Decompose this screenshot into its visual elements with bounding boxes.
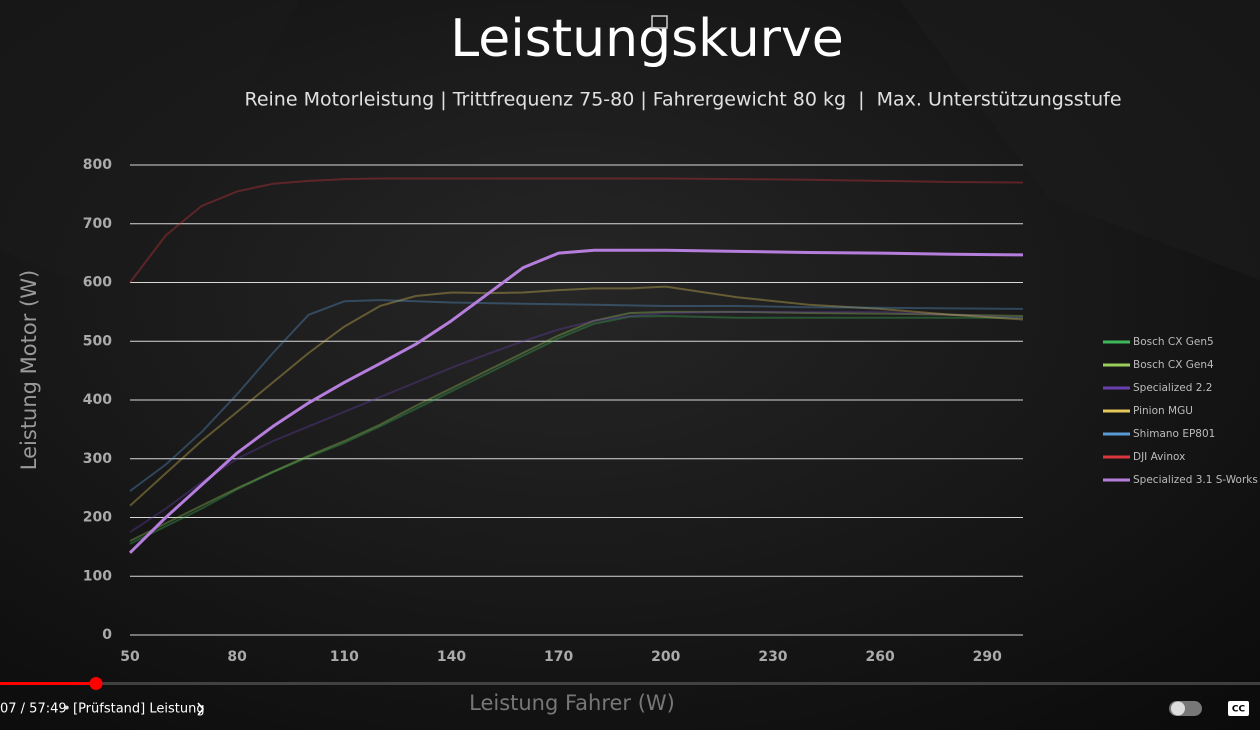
series-line (129, 310, 1024, 542)
y-tick-label: 400 (83, 392, 112, 408)
chapter-title[interactable]: [Prüfstand] Leistung (73, 702, 205, 717)
time-display: 07 / 57:49 (0, 702, 67, 717)
bg-shape (900, 0, 1260, 280)
x-tick-label: 290 (973, 649, 1002, 665)
x-axis-label: Leistung Fahrer (W) (469, 691, 675, 715)
y-tick-label: 800 (83, 157, 112, 173)
x-tick-label: 140 (437, 649, 466, 665)
progress-track[interactable] (0, 682, 1260, 685)
legend-label: Specialized 3.1 S-Works (1133, 474, 1258, 486)
x-tick-label: 80 (227, 649, 247, 665)
legend: Bosch CX Gen5 Bosch CX Gen4 Specialized 2.… (1103, 336, 1258, 486)
progress-handle[interactable] (89, 677, 103, 690)
y-tick-label: 700 (83, 216, 112, 232)
separator: • (63, 702, 71, 717)
series-line (129, 177, 1024, 284)
legend-label: Shimano EP801 (1133, 428, 1215, 440)
x-tick-label: 260 (866, 649, 895, 665)
chapter-arrow[interactable] (197, 702, 205, 716)
series-line (129, 315, 1023, 545)
x-tick-label: 50 (120, 649, 140, 665)
autoplay-knob (1171, 701, 1185, 716)
y-tick-label: 600 (83, 275, 112, 291)
y-tick-label: 0 (102, 627, 112, 643)
progress-played (0, 682, 96, 685)
x-tick-label: 200 (651, 649, 680, 665)
y-tick-label: 300 (83, 451, 112, 467)
x-tick-label: 110 (330, 649, 359, 665)
series-line (129, 299, 1024, 492)
bg-shape (0, 0, 300, 300)
x-tick-label: 230 (758, 649, 787, 665)
y-tick-label: 100 (83, 568, 112, 584)
captions-icon: CC (1232, 705, 1246, 715)
x-tick-label: 170 (544, 649, 573, 665)
miniplayer-icon[interactable] (651, 15, 668, 29)
chart-title: Leistungskurve (450, 9, 844, 69)
y-tick-label: 500 (83, 333, 112, 349)
legend-label: Specialized 2.2 (1133, 382, 1212, 394)
y-axis-label: Leistung Motor (W) (17, 270, 41, 470)
legend-label: DJI Avinox (1133, 451, 1185, 463)
y-tick-label: 200 (83, 510, 112, 526)
series-line (128, 248, 1024, 554)
captions-button[interactable] (1228, 701, 1249, 716)
legend-label: Bosch CX Gen5 (1133, 336, 1214, 348)
legend-label: Pinion MGU (1133, 405, 1193, 417)
chart-subtitle: Reine Motorleistung | Trittfrequenz 75-8… (244, 89, 1121, 111)
legend-label: Bosch CX Gen4 (1133, 359, 1214, 371)
series-line (129, 310, 1024, 534)
plot: 0 100 200 300 400 500 600 700 800 50 80 110 140 170 20… (83, 157, 1024, 665)
